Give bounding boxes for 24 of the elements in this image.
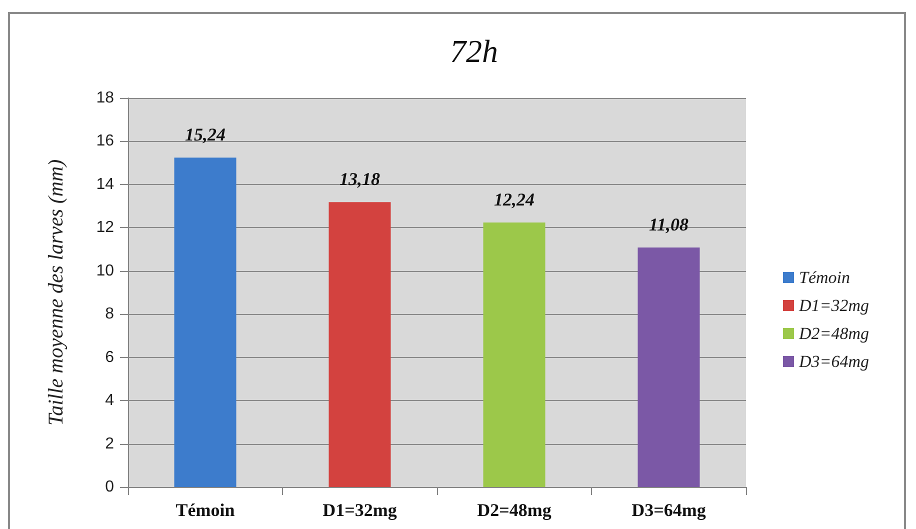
data-label: 15,24 bbox=[185, 124, 226, 145]
x-tick-label: D1=32mg bbox=[322, 500, 397, 520]
legend-label: D1=32mg bbox=[798, 296, 870, 315]
y-tick-label: 6 bbox=[105, 348, 114, 366]
data-label: 11,08 bbox=[648, 214, 689, 235]
x-tick-label: Témoin bbox=[176, 500, 235, 520]
y-tick-label: 16 bbox=[96, 132, 114, 150]
data-label: 12,24 bbox=[494, 189, 534, 210]
chart-title: 72h bbox=[450, 33, 498, 69]
y-tick-label: 0 bbox=[105, 478, 114, 496]
y-tick-label: 10 bbox=[96, 262, 114, 280]
x-tick-label: D3=64mg bbox=[632, 500, 706, 520]
y-tick-label: 12 bbox=[96, 219, 114, 236]
y-tick-label: 2 bbox=[105, 435, 114, 452]
data-label: 13,18 bbox=[340, 169, 380, 190]
y-tick-label: 14 bbox=[96, 176, 114, 193]
legend-label: D3=64mg bbox=[798, 352, 870, 371]
legend-label: D2=48mg bbox=[798, 324, 870, 343]
y-axis-title: Taille moyenne des larves (mm) bbox=[44, 159, 68, 426]
y-tick-label: 4 bbox=[105, 392, 114, 410]
legend-label: Témoin bbox=[799, 268, 850, 287]
y-tick-label: 8 bbox=[105, 306, 114, 323]
y-tick-label: 18 bbox=[96, 90, 114, 106]
x-tick-label: D2=48mg bbox=[477, 500, 552, 520]
